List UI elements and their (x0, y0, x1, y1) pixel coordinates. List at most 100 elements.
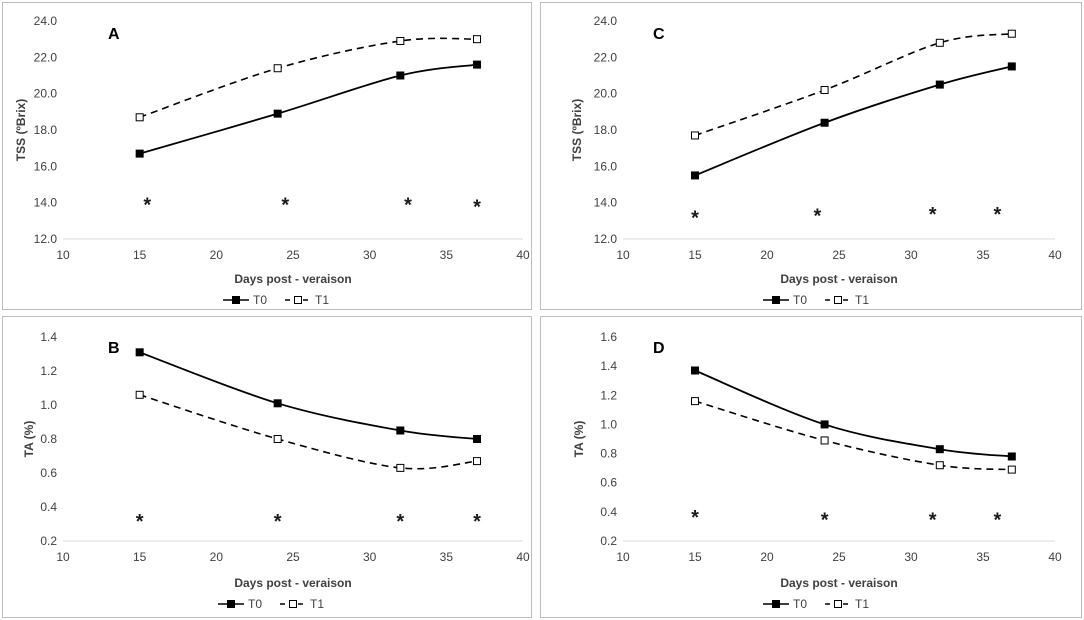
x-tick-label: 20 (210, 550, 224, 564)
significance-star: * (929, 204, 937, 226)
x-tick-label: 15 (133, 248, 147, 262)
significance-star: * (274, 511, 282, 533)
y-tick-label: 14.0 (594, 196, 618, 210)
y-axis-title: TA (%) (22, 421, 36, 458)
x-axis-title: Days post - veraison (234, 272, 351, 286)
series-line-t0 (139, 351, 478, 440)
series-line-t0 (694, 369, 1012, 458)
y-tick-label: 16.0 (34, 159, 58, 173)
chart-svg-d: 0.2 0.4 0.6 0.8 1.0 1.2 1.4 1.6 10 15 20 25 30 35 40 Da… (572, 330, 1062, 611)
y-tick-label: 1.4 (40, 330, 57, 344)
significance-star: * (814, 206, 822, 228)
legend-label-t0: T0 (793, 293, 807, 307)
data-point-t0 (935, 80, 944, 89)
y-axis-title: TSS (ºBrix) (14, 99, 28, 161)
data-point-t1 (273, 64, 282, 73)
data-point-t0 (273, 399, 282, 408)
panel-letter: B (108, 340, 120, 357)
legend: T0 T1 (763, 597, 869, 611)
data-point-t0 (691, 366, 699, 375)
y-tick-label: 1.0 (600, 417, 617, 431)
x-tick-label: 40 (1048, 248, 1062, 262)
legend-marker-t0 (772, 296, 780, 304)
x-tick-label: 25 (832, 248, 846, 262)
x-tick-label: 25 (286, 248, 300, 262)
x-tick-label: 15 (688, 550, 702, 564)
chart-panel-a: 12.0 14.0 16.0 18.0 20.0 22.0 24.0 10 15 20 25 30 35… (2, 2, 532, 310)
legend-marker-t0 (227, 600, 235, 608)
data-point-t0 (396, 71, 405, 80)
panel-letter: D (653, 340, 665, 357)
data-point-t1 (396, 463, 405, 472)
legend-label-t1: T1 (310, 597, 324, 611)
x-tick-label: 30 (363, 550, 377, 564)
y-tick-label: 1.6 (600, 330, 617, 344)
data-point-t1 (135, 390, 144, 399)
y-tick-label: 22.0 (34, 50, 58, 64)
y-tick-label: 18.0 (34, 123, 58, 137)
y-tick-label: 18.0 (594, 123, 618, 137)
y-tick-label: 16.0 (594, 159, 618, 173)
series-line-t0 (694, 65, 1013, 177)
y-tick-label: 22.0 (594, 50, 618, 64)
data-point-t1 (691, 397, 699, 406)
y-tick-label: 1.2 (40, 364, 57, 378)
x-tick-label: 10 (56, 550, 70, 564)
significance-star: * (136, 511, 144, 533)
series-line-t1 (139, 37, 478, 119)
data-point-t1 (1007, 29, 1016, 38)
legend-marker-t1 (834, 600, 842, 608)
y-tick-label: 0.6 (600, 476, 617, 490)
x-tick-label: 15 (133, 550, 147, 564)
y-tick-label: 12.0 (34, 232, 58, 246)
x-axis-title: Days post - veraison (234, 576, 351, 590)
y-tick-label: 0.4 (40, 500, 57, 514)
significance-star: * (143, 195, 151, 217)
significance-star: * (473, 196, 481, 218)
legend-marker-t0 (772, 600, 780, 608)
x-axis-title: Days post - veraison (780, 272, 897, 286)
series-line-t1 (694, 32, 1012, 137)
chart-panel-d: 0.2 0.4 0.6 0.8 1.0 1.2 1.4 1.6 10 15 20 25 30 35 40 Da… (540, 316, 1082, 618)
significance-star: * (994, 204, 1002, 226)
x-tick-label: 30 (363, 248, 377, 262)
legend: T0 T1 (223, 293, 329, 307)
x-tick-label: 25 (832, 550, 846, 564)
data-point-t1 (1007, 465, 1016, 474)
x-tick-label: 40 (1048, 550, 1062, 564)
y-tick-label: 20.0 (594, 87, 618, 101)
y-tick-label: 0.8 (40, 432, 57, 446)
data-point-t1 (396, 36, 405, 45)
x-tick-label: 35 (440, 248, 454, 262)
legend-marker-t1 (834, 296, 842, 304)
y-tick-label: 14.0 (34, 196, 58, 210)
y-tick-label: 0.2 (600, 534, 617, 548)
y-tick-label: 0.2 (40, 534, 57, 548)
data-point-t1 (820, 436, 829, 445)
data-point-t1 (473, 35, 481, 44)
data-point-t0 (820, 420, 829, 429)
significance-star: * (281, 195, 289, 217)
significance-star: * (473, 511, 481, 533)
data-point-t0 (135, 348, 144, 357)
data-point-t0 (135, 149, 144, 158)
significance-star: * (929, 510, 937, 532)
data-point-t1 (935, 461, 944, 470)
legend-label-t0: T0 (253, 293, 267, 307)
x-tick-label: 35 (976, 248, 990, 262)
data-point-t1 (935, 38, 944, 47)
significance-star: * (994, 510, 1002, 532)
data-point-t0 (396, 426, 405, 435)
y-tick-label: 20.0 (34, 87, 58, 101)
series-line-t1 (694, 400, 1012, 471)
y-tick-label: 1.0 (40, 398, 57, 412)
x-tick-label: 40 (516, 550, 530, 564)
x-tick-label: 10 (616, 248, 630, 262)
data-point-t0 (1007, 62, 1016, 71)
series-line-t0 (139, 63, 478, 155)
x-tick-label: 20 (210, 248, 224, 262)
data-point-t0 (691, 171, 699, 180)
data-point-t0 (935, 445, 944, 454)
y-tick-label: 0.6 (40, 466, 57, 480)
chart-svg-c: 12.0 14.0 16.0 18.0 20.0 22.0 24.0 10 15 20 25 30 35… (570, 14, 1062, 307)
